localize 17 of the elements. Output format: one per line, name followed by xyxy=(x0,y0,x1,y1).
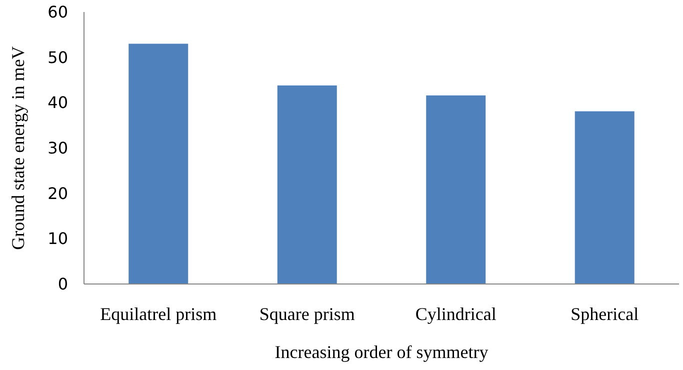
y-tick-label: 50 xyxy=(48,48,68,67)
y-tick-label: 60 xyxy=(48,2,68,22)
y-tick-label: 40 xyxy=(48,93,68,112)
x-tick-label: Spherical xyxy=(570,304,639,324)
bar xyxy=(128,44,188,284)
x-tick-label: Equilatrel prism xyxy=(100,304,217,324)
y-tick-label: 20 xyxy=(48,184,68,203)
x-tick-label: Cylindrical xyxy=(415,304,496,324)
y-axis-title: Ground state energy in meV xyxy=(8,46,28,250)
y-tick-label: 0 xyxy=(58,274,68,294)
x-tick-label: Square prism xyxy=(259,304,355,324)
bar xyxy=(426,95,486,284)
x-axis-title: Increasing order of symmetry xyxy=(274,342,488,362)
bar xyxy=(277,85,337,284)
bar xyxy=(574,111,634,284)
y-tick-label: 10 xyxy=(48,229,68,248)
y-tick-label: 30 xyxy=(48,138,68,158)
